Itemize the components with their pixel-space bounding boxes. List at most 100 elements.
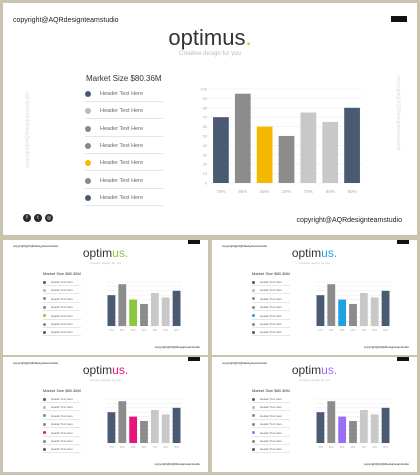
legend-label: Header Text Here	[260, 280, 282, 284]
bar-chart: 70% 95% 50% 20% 70% 60% 80%	[106, 398, 182, 449]
bar	[129, 416, 138, 443]
logo-dot: .	[124, 363, 129, 377]
corner-bar	[188, 240, 200, 244]
legend-separator	[43, 427, 81, 429]
twitter-icon[interactable]: t	[34, 214, 42, 222]
copyright-top: copyright@AQRdesignteamstudio	[222, 244, 268, 248]
legend-label: Header Text Here	[51, 305, 73, 310]
legend-label: Header Text Here	[51, 397, 73, 401]
bar	[338, 416, 347, 443]
legend-dot	[252, 330, 255, 334]
bar	[327, 401, 336, 443]
legend-separator	[252, 318, 290, 320]
legend-item: Header Text Here	[252, 322, 282, 326]
bar	[381, 407, 390, 443]
legend-item: Header Text Here	[43, 447, 73, 451]
legend-separator	[252, 435, 290, 437]
y-tick-label: 60	[203, 124, 208, 129]
legend-dot	[43, 280, 46, 284]
y-tick-label: 10	[203, 171, 208, 176]
legend-label: Header Text Here	[51, 296, 73, 301]
legend-separator	[85, 187, 163, 189]
main-slide[interactable]: copyright@AQRdesignteamstudio optimus. C…	[3, 3, 417, 235]
copyright-bottom: copyright@AQRdesignteamstudio	[363, 345, 409, 349]
copyright-top: copyright@AQRdesignteamstudio	[13, 244, 59, 248]
legend-separator	[43, 410, 81, 412]
x-tick-label: 70%	[152, 446, 158, 449]
legend-dot	[43, 447, 46, 451]
bar	[349, 304, 357, 326]
legend-dot	[252, 322, 255, 326]
x-tick-label: 80%	[383, 446, 389, 449]
legend-item: Header Text Here	[252, 405, 282, 409]
x-tick-label: 70%	[318, 329, 324, 332]
bar-chart: 70% 95% 50% 20% 70% 60% 80%	[315, 398, 391, 449]
legend-item: Header Text Here	[252, 288, 282, 292]
legend-item: Header Text Here	[43, 314, 73, 318]
legend-separator	[43, 318, 81, 320]
bar	[172, 290, 181, 326]
bar	[370, 297, 379, 326]
x-tick-label: 70%	[361, 446, 367, 449]
side-text-right: copyright@AQRdesignteamstudio	[395, 75, 401, 151]
legend-item: Header Text Here	[252, 330, 282, 334]
legend-separator	[43, 435, 81, 437]
x-tick-label: 80%	[348, 189, 357, 194]
legend-item: Header Text Here	[43, 422, 73, 426]
x-tick-label: 20%	[142, 329, 148, 332]
legend-separator	[252, 293, 290, 295]
x-tick-label: 60%	[163, 446, 169, 449]
x-tick-label: 95%	[120, 329, 126, 332]
legend-separator	[85, 170, 163, 172]
y-tick-label: 30	[203, 152, 208, 157]
legend-dot	[85, 125, 91, 132]
bar	[140, 304, 148, 326]
legend-dot	[43, 405, 46, 409]
logo-text: optimus	[82, 363, 125, 377]
legend-separator	[43, 452, 81, 454]
bar	[322, 121, 339, 183]
legend-dot	[85, 108, 91, 115]
bar	[359, 410, 368, 443]
facebook-icon[interactable]: f	[23, 214, 31, 222]
legend-separator	[252, 327, 290, 328]
legend-item: Header Text Here	[252, 422, 282, 426]
y-tick-label: 20	[203, 162, 208, 167]
legend-separator	[252, 444, 290, 445]
corner-bar	[397, 240, 409, 244]
x-tick-label: 70%	[109, 329, 115, 332]
corner-bar	[391, 16, 407, 22]
legend-separator	[252, 418, 290, 420]
bar	[161, 297, 170, 326]
legend-list: Header Text Here Header Text Here Header T…	[252, 397, 292, 457]
thumbnail-pink[interactable]: copyright@AQRdesignteamstudio optimus. C…	[3, 357, 208, 472]
thumbnail-blue[interactable]: copyright@AQRdesignteamstudio optimus. C…	[212, 240, 417, 355]
legend-dot	[85, 142, 91, 149]
bar-chart: 70% 95% 50% 20% 70% 60% 80%	[315, 281, 391, 332]
legend-separator	[252, 301, 290, 303]
legend-label: Header Text Here	[51, 280, 73, 284]
copyright-bottom: copyright@AQRdesignteamstudio	[154, 462, 200, 466]
legend-item: Header Text Here	[252, 431, 282, 435]
x-tick-label: 20%	[351, 446, 357, 449]
legend-dot	[252, 439, 255, 443]
market-title: Market Size $80.36M	[252, 388, 290, 393]
logo-text: optimus	[291, 246, 334, 260]
legend-item: Header Text Here	[43, 280, 73, 284]
corner-bar	[188, 357, 200, 361]
legend-item: Header Text Here	[252, 397, 282, 401]
legend-separator	[252, 285, 290, 286]
y-tick-label: 90	[203, 96, 208, 101]
instagram-icon[interactable]: ◎	[45, 214, 53, 222]
legend-label: Header Text Here	[100, 142, 144, 149]
bar	[118, 401, 127, 443]
legend-item: Header Text Here	[252, 447, 282, 451]
logo-dot: .	[124, 246, 129, 260]
tagline: Creative design for you	[90, 378, 121, 382]
thumbnail-green[interactable]: copyright@AQRdesignteamstudio optimus. C…	[3, 240, 208, 355]
legend-separator	[43, 444, 81, 445]
thumbnail-purple[interactable]: copyright@AQRdesignteamstudio optimus. C…	[212, 357, 417, 472]
x-tick-label: 70%	[304, 189, 313, 194]
legend-item: Header Text Here	[43, 397, 73, 401]
x-tick-label: 70%	[109, 446, 115, 449]
